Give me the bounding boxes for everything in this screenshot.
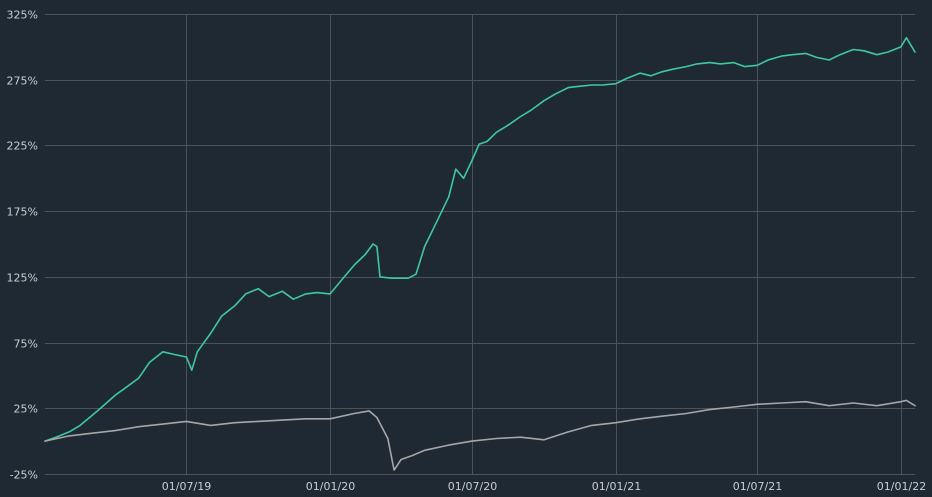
y-tick-label: 75% bbox=[14, 338, 38, 351]
x-tick-label: 01/07/21 bbox=[733, 480, 782, 493]
x-tick-label: 01/01/21 bbox=[592, 480, 641, 493]
y-tick-label: 325% bbox=[7, 9, 38, 22]
x-axis-ticks: 01/07/19 01/01/20 01/07/20 01/01/21 01/07/21… bbox=[162, 480, 926, 493]
x-tick-label: 01/07/20 bbox=[448, 480, 497, 493]
x-tick-label: 01/01/22 bbox=[877, 480, 926, 493]
y-tick-label: 175% bbox=[7, 206, 38, 219]
y-tick-label: 225% bbox=[7, 140, 38, 153]
series-lines bbox=[44, 36, 916, 471]
series-line-green bbox=[44, 36, 916, 442]
y-axis-ticks: -25% 25% 75% 125% 175% 225% 275% 325% bbox=[7, 9, 38, 482]
gridlines bbox=[45, 14, 915, 475]
y-tick-label: -25% bbox=[10, 469, 38, 482]
y-tick-label: 25% bbox=[14, 403, 38, 416]
y-tick-label: 275% bbox=[7, 75, 38, 88]
series-line-gray bbox=[44, 399, 916, 471]
y-tick-label: 125% bbox=[7, 272, 38, 285]
x-tick-label: 01/01/20 bbox=[306, 480, 355, 493]
x-tick-label: 01/07/19 bbox=[162, 480, 211, 493]
